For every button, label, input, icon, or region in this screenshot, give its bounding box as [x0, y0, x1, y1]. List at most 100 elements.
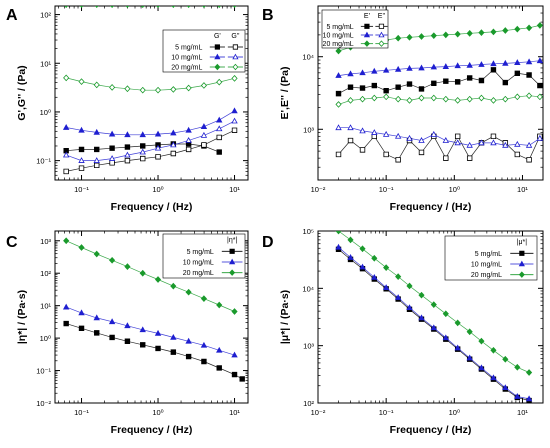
data-point [108, 130, 116, 137]
data-point [430, 130, 438, 137]
data-point [124, 131, 131, 138]
data-point [200, 341, 208, 348]
y-tick-label: 10¹ [40, 302, 51, 311]
data-point [231, 371, 238, 378]
data-point [490, 60, 497, 67]
data-point [359, 127, 366, 134]
legend-swatch-marker [363, 31, 371, 38]
data-point [110, 6, 114, 8]
data-point [395, 95, 402, 103]
data-point [201, 358, 207, 365]
legend-swatch-marker [378, 40, 385, 47]
series-20-mg-ml-series [63, 237, 238, 315]
data-point [430, 94, 437, 102]
legend-swatch-marker [518, 271, 525, 278]
data-point [79, 6, 84, 8]
data-point [382, 284, 390, 290]
data-point [466, 155, 473, 161]
panel-b: 10⁻² 10⁻¹ 10⁰ 10¹ 10³ 10⁴ Frequency / (Hz) E',E… [262, 5, 544, 213]
legend-swatch-marker [378, 23, 385, 29]
data-point [406, 134, 413, 141]
data-point [216, 346, 223, 353]
data-point [526, 24, 533, 32]
data-point [406, 97, 413, 104]
panel-letter: A [6, 7, 18, 24]
data-point [170, 150, 177, 157]
data-point [109, 160, 115, 166]
data-point [406, 64, 413, 71]
data-point [231, 308, 238, 315]
data-point [78, 126, 85, 133]
data-point [170, 349, 177, 355]
data-point [64, 6, 69, 8]
data-point [78, 78, 85, 85]
data-point [466, 29, 473, 37]
data-point [418, 86, 425, 92]
data-point [109, 334, 115, 341]
series-line [66, 129, 235, 172]
x-tick-label: 10⁻¹ [74, 408, 89, 417]
legend-label: 10 mg/mL [471, 262, 502, 269]
data-point [335, 90, 342, 97]
data-point [140, 155, 146, 162]
data-point [406, 81, 413, 87]
data-point [94, 162, 100, 169]
y-tick-label: 10⁻² [36, 399, 51, 408]
legend-swatch-marker [214, 63, 221, 71]
data-point [124, 263, 131, 270]
data-point [478, 77, 485, 84]
data-point [394, 294, 402, 300]
data-point [216, 301, 223, 309]
x-tick-label: 10¹ [517, 408, 528, 417]
series-layer [62, 6, 238, 175]
data-point [490, 346, 497, 354]
data-point [430, 32, 437, 40]
series-20-mg-ml-g [63, 74, 238, 94]
data-point [526, 369, 533, 376]
data-point [430, 63, 438, 70]
data-point [185, 126, 192, 133]
y-tick-label: 10² [303, 399, 314, 408]
legend-swatch-marker [363, 40, 370, 47]
data-point [78, 157, 85, 163]
legend-header: E' [364, 13, 370, 20]
data-point [383, 93, 390, 101]
data-point [139, 148, 146, 155]
data-point [490, 133, 497, 140]
data-point [514, 363, 521, 371]
data-point [124, 144, 131, 150]
series-20-mg-ml-e [335, 92, 543, 108]
data-point [335, 124, 342, 131]
data-point [418, 94, 425, 102]
data-point [454, 139, 461, 146]
data-point [490, 139, 497, 146]
data-point [490, 97, 497, 104]
data-point [216, 134, 222, 141]
data-point [536, 22, 543, 29]
data-point [78, 244, 85, 251]
plot-frame [54, 5, 249, 181]
data-point [514, 140, 521, 147]
data-point [216, 125, 223, 132]
data-point [140, 342, 146, 348]
data-point [430, 301, 437, 308]
plot-frame [317, 230, 544, 404]
data-point [466, 95, 473, 103]
data-point [430, 324, 438, 331]
data-point [139, 326, 146, 333]
data-point [232, 6, 237, 8]
legend-swatch-marker [518, 260, 525, 267]
series-20-mg-ml-g [64, 6, 237, 8]
legend-header: E'' [378, 13, 385, 20]
data-point [139, 269, 146, 277]
legend-swatch-marker [378, 31, 385, 38]
data-point [394, 132, 402, 139]
y-tick-label: 10⁻¹ [36, 157, 51, 166]
data-point [94, 330, 100, 336]
data-point [454, 344, 461, 351]
data-point [78, 146, 85, 153]
data-point [185, 353, 192, 360]
data-point [466, 61, 473, 68]
data-point [78, 325, 85, 332]
data-point [359, 69, 366, 76]
